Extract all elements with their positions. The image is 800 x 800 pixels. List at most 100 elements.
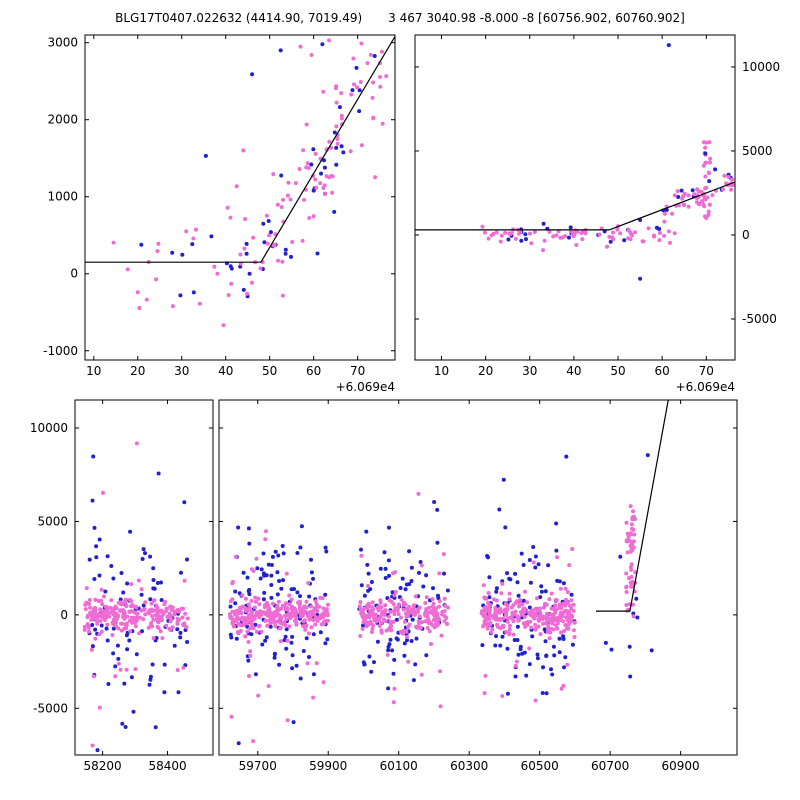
scatter-point <box>263 638 268 643</box>
scatter-point <box>515 599 519 604</box>
scatter-point <box>253 672 258 677</box>
scatter-point <box>366 583 370 588</box>
scatter-point <box>513 571 518 576</box>
scatter-point <box>247 541 252 546</box>
scatter-point <box>645 453 650 458</box>
scatter-point <box>410 617 415 622</box>
scatter-point <box>327 139 332 144</box>
scatter-point <box>632 532 637 537</box>
scatter-point <box>690 188 695 193</box>
scatter-point <box>439 633 444 638</box>
scatter-point <box>318 181 323 186</box>
scatter-point <box>488 613 493 618</box>
scatter-point <box>370 600 375 605</box>
x-tick-label: 60100 <box>380 759 418 773</box>
scatter-point <box>634 596 639 601</box>
scatter-point <box>162 662 167 667</box>
scatter-point <box>358 607 363 612</box>
scatter-point <box>378 600 383 605</box>
scatter-point <box>156 471 161 476</box>
scatter-point <box>185 640 190 644</box>
scatter-point <box>283 247 288 252</box>
y-tick-label: 5000 <box>37 514 68 528</box>
scatter-point <box>269 595 274 600</box>
scatter-point <box>131 604 136 609</box>
scatter-point <box>565 590 570 595</box>
scatter-point <box>321 606 326 611</box>
scatter-point <box>532 230 537 234</box>
scatter-point <box>721 187 725 192</box>
scatter-point <box>504 630 509 634</box>
scatter-point <box>253 595 258 600</box>
scatter-point <box>538 606 542 611</box>
scatter-point <box>304 636 309 641</box>
scatter-point <box>247 271 252 276</box>
scatter-point <box>373 175 378 180</box>
scatter-point <box>503 230 508 235</box>
scatter-point <box>707 140 712 145</box>
scatter-point <box>279 616 284 621</box>
scatter-point <box>630 526 634 531</box>
scatter-point <box>628 543 633 548</box>
scatter-point <box>278 625 283 630</box>
scatter-point <box>256 596 261 601</box>
scatter-point <box>236 622 241 627</box>
scatter-point <box>142 607 147 612</box>
scatter-point <box>395 637 400 642</box>
scatter-point <box>527 558 532 562</box>
axes-top-right-frame <box>414 34 736 361</box>
scatter-point <box>285 638 290 643</box>
scatter-point <box>185 616 190 621</box>
scatter-point <box>179 570 183 575</box>
scatter-point <box>140 557 145 561</box>
scatter-point <box>505 607 510 612</box>
scatter-point <box>666 43 671 48</box>
scatter-point <box>159 608 164 613</box>
scatter-point <box>229 615 234 620</box>
scatter-point <box>565 662 570 667</box>
scatter-point <box>91 454 96 459</box>
scatter-point <box>332 209 337 214</box>
scatter-point <box>624 603 629 607</box>
scatter-point <box>630 547 635 552</box>
scatter-point <box>249 280 254 285</box>
scatter-point <box>427 605 432 610</box>
scatter-point <box>499 591 504 596</box>
scatter-point <box>105 607 110 612</box>
scatter-point <box>109 564 114 568</box>
scatter-point <box>133 624 138 629</box>
scatter-point <box>624 590 629 594</box>
scatter-point <box>185 557 189 562</box>
scatter-point <box>266 219 271 223</box>
scatter-point <box>432 614 437 618</box>
scatter-point <box>496 617 501 622</box>
scatter-point <box>109 598 114 603</box>
scatter-point <box>277 662 282 667</box>
scatter-point <box>172 612 177 617</box>
scatter-point <box>341 150 346 155</box>
scatter-point <box>162 690 167 695</box>
scatter-point <box>236 525 241 530</box>
scatter-point <box>116 613 121 618</box>
scatter-point <box>323 592 328 597</box>
scatter-point <box>265 623 270 628</box>
scatter-point <box>119 602 124 607</box>
scatter-point <box>631 602 635 607</box>
scatter-point <box>263 618 268 623</box>
y-tick-label: 0 <box>70 267 78 281</box>
scatter-point <box>269 583 274 587</box>
x-tick-label: 60 <box>306 364 321 378</box>
scatter-point <box>247 587 252 592</box>
axes-top-right-ticks <box>415 35 735 360</box>
scatter-point <box>349 92 354 97</box>
scatter-point <box>571 602 576 607</box>
scatter-point <box>159 614 164 619</box>
scatter-point <box>191 290 196 295</box>
scatter-point <box>292 587 296 591</box>
scatter-point <box>321 89 326 94</box>
scatter-point <box>273 549 278 554</box>
scatter-point <box>96 599 101 603</box>
scatter-point <box>325 618 330 623</box>
scatter-point <box>542 238 547 243</box>
y-tick-label: -5000 <box>33 701 68 715</box>
